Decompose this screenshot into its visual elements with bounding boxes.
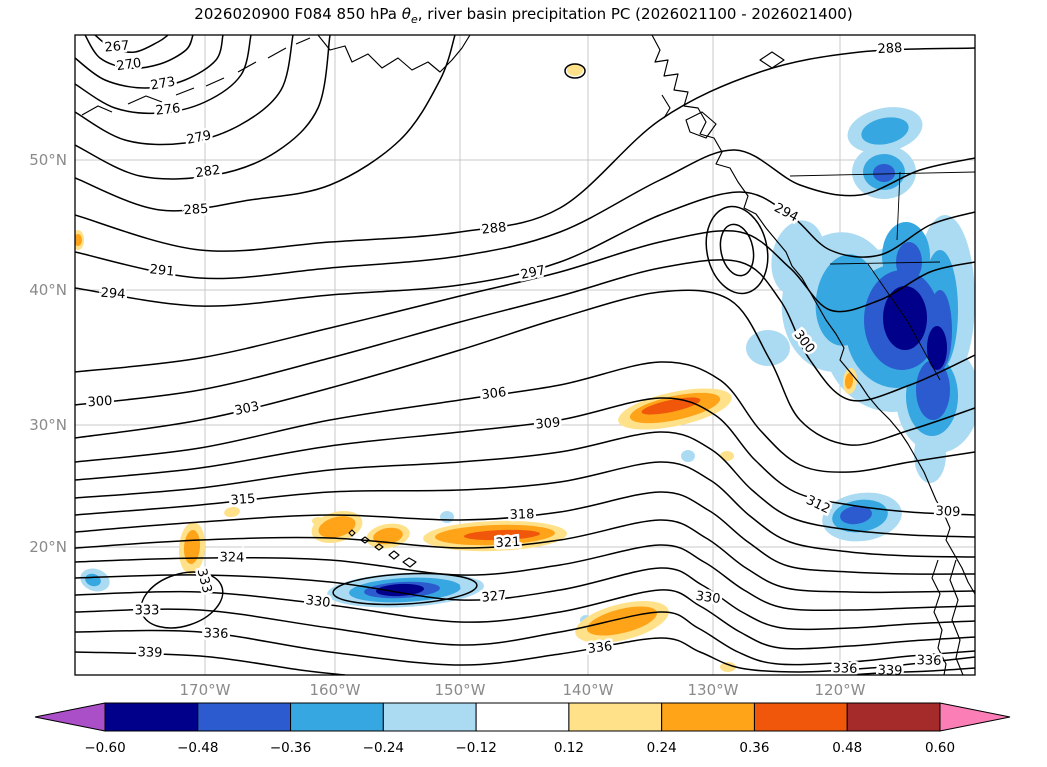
colorbar-segment (104, 702, 199, 732)
contour-label: 285 (183, 202, 209, 219)
chart-title: 2026020900 F084 850 hPa θe, river basin … (0, 5, 1047, 26)
contour-label: 327 (481, 588, 507, 606)
x-tick-label: 120°W (815, 681, 866, 699)
colorbar-tick-label: −0.36 (270, 740, 311, 756)
colorbar-over-arrow (939, 702, 1011, 732)
colorbar-tick-label: 0.24 (647, 740, 677, 756)
colorbar-segment (661, 702, 755, 732)
contour-label: 336 (587, 639, 613, 657)
colorbar-segment (382, 702, 477, 732)
title-theta-subscript: e (410, 13, 418, 26)
contour-label: 288 (481, 220, 507, 238)
contour-label: 318 (509, 507, 534, 523)
contour-label: 273 (149, 74, 176, 93)
contour-label: 336 (916, 653, 941, 669)
colorbar-segment (475, 702, 570, 732)
colorbar-tick-label: −0.24 (363, 740, 404, 756)
contour-label: 303 (233, 399, 260, 419)
map-plot-area: 2672702732762792822852882882912942942973… (75, 35, 975, 679)
theta-e-contours (75, 35, 975, 675)
colorbar-segment (290, 702, 384, 732)
colorbar-segment (568, 702, 663, 732)
contour-label: 336 (203, 626, 228, 642)
y-tick-label: 40°N (29, 281, 67, 299)
contour-label: 339 (877, 663, 902, 679)
contour-label: 270 (116, 56, 143, 74)
colorbar-tick-label: 0.60 (925, 740, 955, 756)
colorbar-tick-label: 0.12 (554, 740, 584, 756)
contour-label: 306 (481, 385, 507, 403)
colorbar-segment (846, 702, 941, 732)
contour-label: 321 (495, 535, 521, 551)
contour-label: 339 (137, 645, 162, 661)
contour-label: 276 (155, 101, 181, 119)
colorbar-tick-label: 0.48 (832, 740, 862, 756)
contour-label: 294 (100, 286, 126, 303)
y-tick-label: 50°N (29, 151, 67, 169)
contour-label: 330 (305, 593, 331, 611)
x-tick-label: 160°W (310, 681, 361, 699)
contour-label: 309 (935, 504, 961, 520)
contour-label: 300 (87, 394, 113, 411)
x-tick-label: 150°W (435, 681, 486, 699)
colorbar: −0.60 −0.48 −0.36 −0.24 −0.12 0.12 0.24 0.36 0.4… (34, 702, 1011, 756)
colorbar-under-arrow (34, 702, 106, 732)
contour-label: 288 (877, 41, 903, 57)
contour-label: 297 (519, 263, 546, 283)
contour-label: 282 (195, 163, 222, 181)
contour-label: 267 (104, 38, 130, 55)
y-tick-labels: 50°N 40°N 30°N 20°N (29, 151, 67, 556)
x-tick-label: 170°W (180, 681, 231, 699)
x-tick-labels: 170°W 160°W 150°W 140°W 130°W 120°W (180, 681, 866, 699)
colorbar-tick-label: −0.12 (455, 740, 496, 756)
y-tick-label: 30°N (29, 416, 67, 434)
y-tick-label: 20°N (29, 538, 67, 556)
colorbar-tick-label: 0.36 (739, 740, 769, 756)
contour-label: 315 (230, 492, 256, 509)
title-suffix: , river basin precipitation PC (20260211… (417, 5, 853, 23)
precip-pc-fills (75, 64, 975, 672)
colorbar-segment (197, 702, 292, 732)
x-tick-label: 130°W (688, 681, 739, 699)
contour-label: 324 (219, 550, 244, 565)
x-tick-label: 140°W (563, 681, 614, 699)
contour-label: 279 (185, 128, 212, 148)
contour-label: 309 (535, 415, 561, 432)
colorbar-tick-label: −0.48 (177, 740, 218, 756)
colorbar-tick-label: −0.60 (84, 740, 125, 756)
contour-label: 336 (832, 661, 857, 677)
map-frame (74, 34, 976, 676)
contour-label: 291 (149, 262, 175, 280)
title-prefix: 2026020900 F084 850 hPa (194, 5, 402, 23)
title-theta-symbol: θ (401, 5, 411, 23)
contour-label: 333 (135, 604, 160, 619)
contour-label: 333 (194, 567, 215, 595)
colorbar-segment (753, 702, 848, 732)
coastlines (81, 35, 975, 675)
closed-contours (140, 63, 769, 629)
contour-label: 330 (695, 589, 722, 607)
